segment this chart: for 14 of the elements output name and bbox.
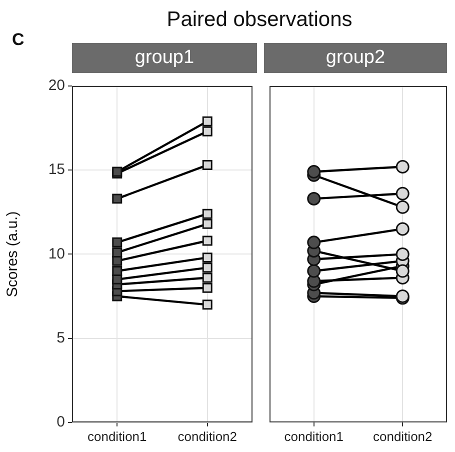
x-tick-label: condition1: [284, 428, 344, 444]
y-tick-label: 20: [48, 77, 65, 94]
chart-title: Paired observations: [166, 8, 354, 32]
text: C: [12, 30, 24, 50]
x-tick-label: condition1: [87, 428, 147, 444]
chart-subtitle: group2: [264, 43, 447, 73]
y-tick-label: 0: [56, 414, 65, 431]
y-tick-label: 15: [48, 161, 65, 178]
y-axis-title: Scores (a.u.): [4, 211, 22, 298]
chart-subtitle: group1: [72, 43, 257, 73]
y-tick-label: 10: [48, 245, 65, 262]
x-tick-label: condition2: [372, 428, 432, 444]
y-tick-label: 5: [56, 329, 65, 346]
x-tick-label: condition2: [178, 428, 238, 444]
